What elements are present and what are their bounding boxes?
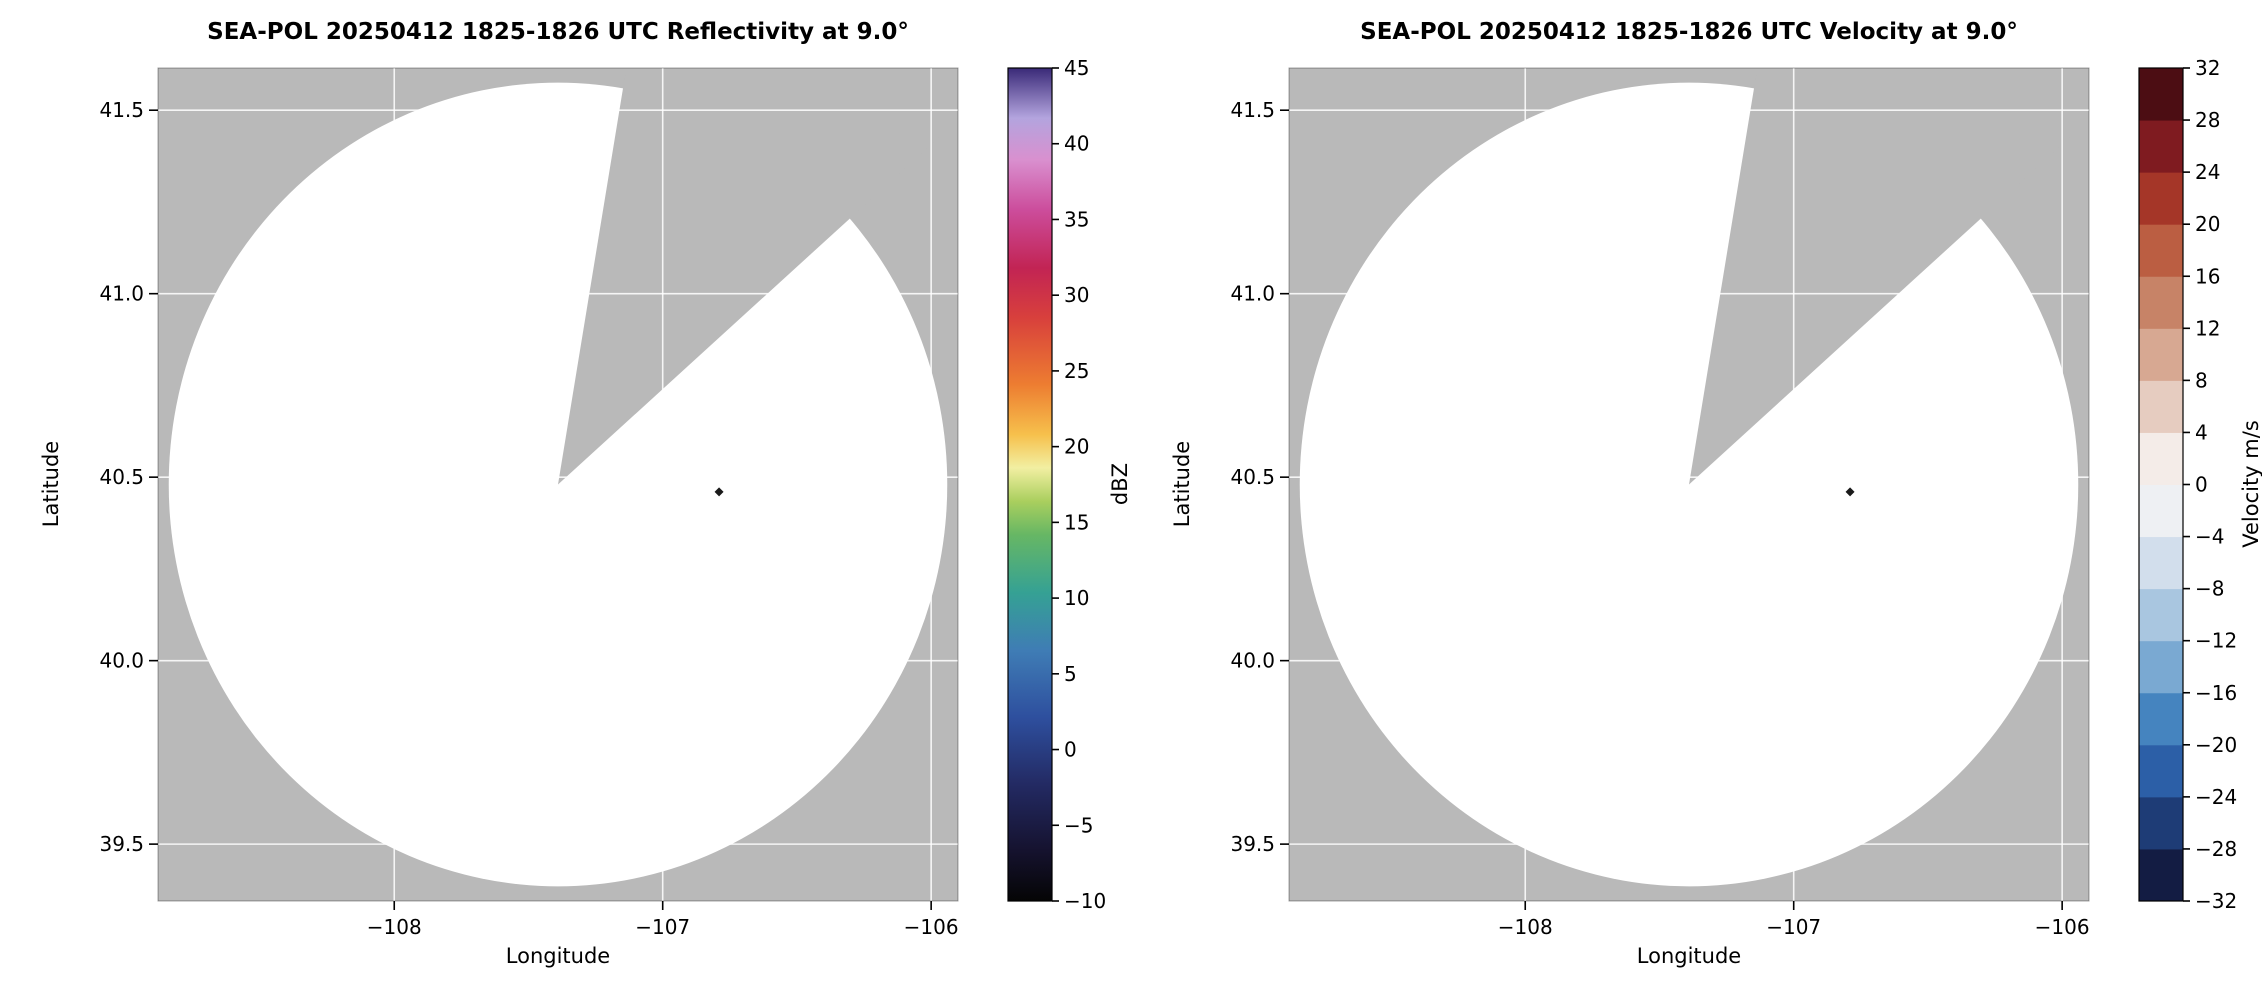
colorbar-segment — [2139, 120, 2183, 173]
colorbar-segment — [2139, 536, 2183, 590]
colorbar-tick-label: 40 — [1064, 132, 1089, 156]
colorbar-frame — [1007, 67, 1053, 902]
colorbar-segment — [2139, 796, 2183, 850]
colorbar-segment — [2139, 692, 2183, 746]
missing-data-sector — [558, 68, 958, 485]
x-tick-label: −107 — [1766, 915, 1821, 939]
colorbar-tick-label: 35 — [1064, 207, 1089, 231]
plot-area — [158, 68, 958, 901]
y-tick-label: 40.5 — [99, 465, 144, 489]
colorbar-tick-label: 28 — [2195, 108, 2220, 132]
echo-marker — [1845, 487, 1855, 497]
colorbar-segment — [2139, 68, 2183, 121]
reflectivity-panel: SEA-POL 20250412 1825-1826 UTC Reflectiv… — [39, 19, 1132, 968]
colorbar-tick-label: 8 — [2195, 368, 2208, 392]
colorbar-tick-label: 12 — [2195, 316, 2220, 340]
colorbar — [1008, 68, 1052, 901]
colorbar-tick-label: −16 — [2195, 681, 2237, 705]
x-tick-label: −106 — [904, 915, 959, 939]
echo-marker — [714, 487, 724, 497]
colorbar-tick-label: 0 — [1064, 738, 1077, 762]
colorbar-tick-label: −8 — [2195, 577, 2224, 601]
colorbar-segment — [2139, 276, 2183, 329]
colorbar-tick-label: 45 — [1064, 56, 1089, 80]
x-tick-label: −107 — [635, 915, 690, 939]
colorbar-tick-label: 24 — [2195, 160, 2220, 184]
x-tick-label: −108 — [1498, 915, 1553, 939]
y-tick-label: 41.0 — [99, 282, 144, 306]
y-tick-label: 39.5 — [1230, 832, 1275, 856]
colorbar-tick-label: 32 — [2195, 56, 2220, 80]
plot-frame — [157, 67, 959, 902]
colorbar-tick-label: −12 — [2195, 629, 2237, 653]
y-tick-label: 39.5 — [99, 832, 144, 856]
colorbar-tick-label: 25 — [1064, 359, 1089, 383]
colorbar-tick-label: 20 — [2195, 212, 2220, 236]
colorbar-tick-label: −20 — [2195, 733, 2237, 757]
colorbar-tick-label: −24 — [2195, 785, 2237, 809]
colorbar-segment — [2139, 588, 2183, 642]
colorbar-tick-label: 10 — [1064, 586, 1089, 610]
colorbar-tick-label: −32 — [2195, 889, 2237, 913]
x-tick-label: −106 — [2035, 915, 2090, 939]
colorbar-segment — [2139, 640, 2183, 694]
y-tick-label: 40.0 — [1230, 649, 1275, 673]
colorbar-segment — [2139, 328, 2183, 381]
missing-data-sector — [1689, 68, 2089, 485]
velocity-panel: SEA-POL 20250412 1825-1826 UTC Velocity … — [1131, 0, 2262, 990]
colorbar-segment — [2139, 432, 2183, 485]
reflectivity-title: SEA-POL 20250412 1825-1826 UTC Reflectiv… — [207, 19, 909, 45]
colorbar-segment — [2139, 744, 2183, 798]
colorbar-tick-label: 20 — [1064, 435, 1089, 459]
reflectivity-xlabel: Longitude — [505, 944, 611, 968]
colorbar-tick-label: 16 — [2195, 264, 2220, 288]
colorbar-tick-label: −28 — [2195, 837, 2237, 861]
colorbar-tick-label: −4 — [2195, 525, 2224, 549]
colorbar-tick-label: 5 — [1064, 662, 1077, 686]
colorbar-tick-label: 4 — [2195, 420, 2208, 444]
velocity-plot-canvas: −108 −107 −106 41.5 41.0 40.5 40.0 39.5 32 28 24 20… — [1230, 56, 2237, 939]
colorbar-tick-label: 15 — [1064, 510, 1089, 534]
colorbar-segment — [2139, 848, 2183, 902]
colorbar-segment — [2139, 172, 2183, 225]
reflectivity-plot-canvas: −108 −107 −106 41.5 41.0 40.5 40.0 39.5 45 40 35 30… — [99, 56, 1106, 939]
plot-frame — [1288, 67, 2090, 902]
y-tick-label: 41.5 — [1230, 98, 1275, 122]
colorbar-tick-label: −5 — [1064, 813, 1093, 837]
y-tick-label: 41.5 — [99, 98, 144, 122]
y-tick-label: 40.0 — [99, 649, 144, 673]
colorbar-tick-label: 30 — [1064, 283, 1089, 307]
y-tick-label: 41.0 — [1230, 282, 1275, 306]
colorbar-tick-label: 0 — [2195, 473, 2208, 497]
plot-area — [1289, 68, 2089, 901]
colorbar-segment — [2139, 224, 2183, 277]
colorbar-segment — [2139, 484, 2183, 538]
velocity-xlabel: Longitude — [1636, 944, 1742, 968]
x-tick-label: −108 — [367, 915, 422, 939]
colorbar-segment — [2139, 380, 2183, 433]
colorbar-tick-label: −10 — [1064, 889, 1106, 913]
velocity-title: SEA-POL 20250412 1825-1826 UTC Velocity … — [1360, 19, 2018, 45]
y-tick-label: 40.5 — [1230, 465, 1275, 489]
